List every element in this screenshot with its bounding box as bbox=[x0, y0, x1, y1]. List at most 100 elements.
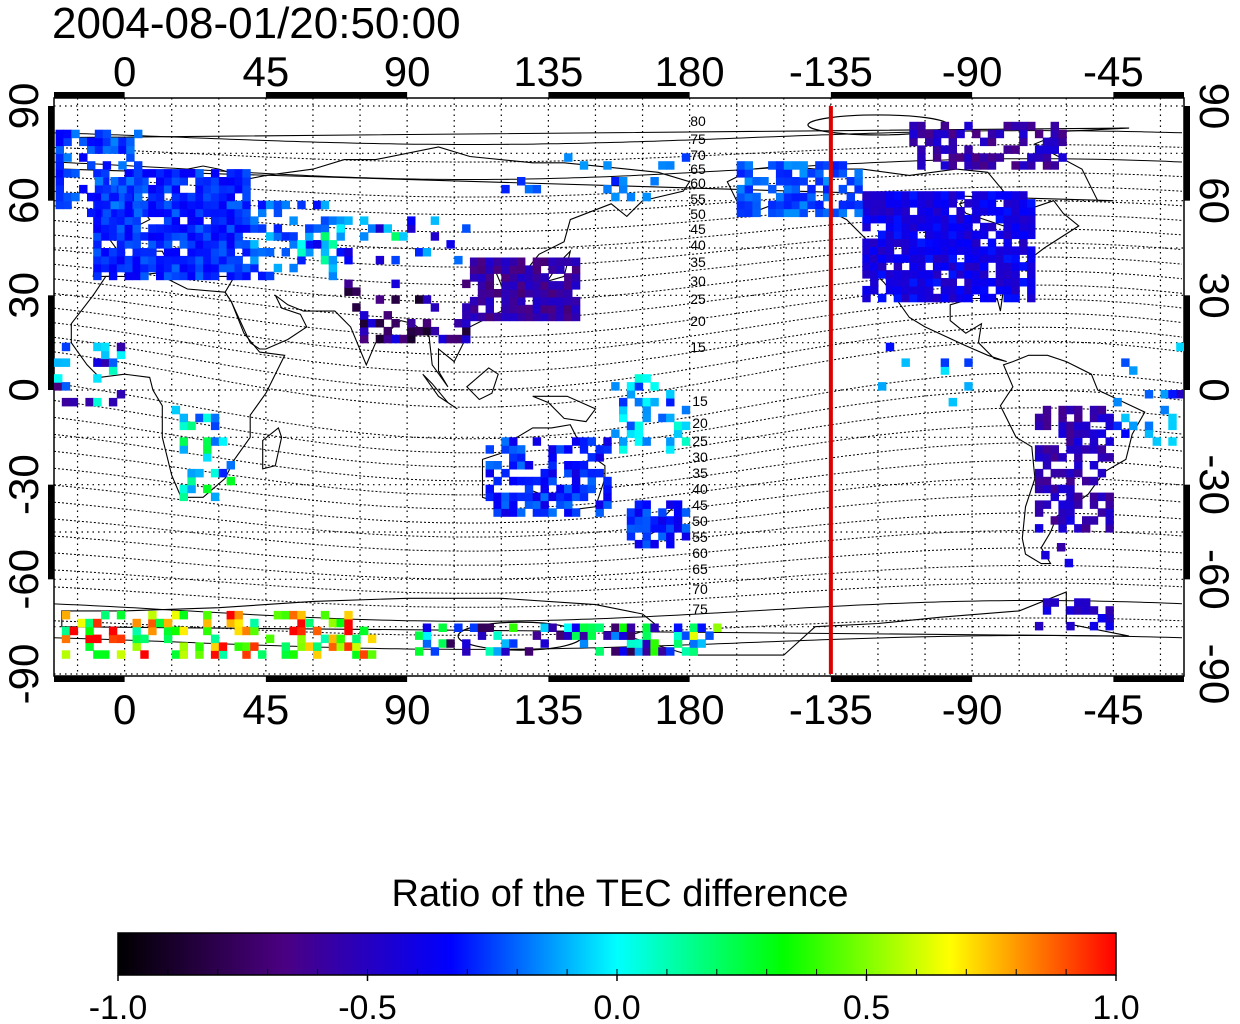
tec-cell bbox=[195, 240, 204, 249]
tec-cell bbox=[925, 214, 934, 224]
tec-cell bbox=[540, 484, 549, 494]
tec-cell bbox=[948, 214, 957, 224]
tec-cell bbox=[517, 296, 526, 306]
tec-cell bbox=[102, 200, 112, 210]
tec-cell bbox=[838, 184, 848, 194]
tec-cell bbox=[517, 476, 526, 486]
tec-cell bbox=[517, 445, 526, 454]
left-lat-tick-label: 0 bbox=[0, 378, 47, 401]
tec-cell bbox=[140, 208, 149, 218]
tec-cell bbox=[862, 285, 871, 295]
tec-cell bbox=[509, 492, 518, 502]
tec-cell bbox=[995, 207, 1005, 216]
new-guinea-outline bbox=[532, 395, 597, 423]
tec-cell bbox=[1003, 293, 1012, 303]
tec-cell bbox=[995, 278, 1005, 287]
tec-cell bbox=[140, 255, 149, 265]
right-edge-bar bbox=[1184, 484, 1190, 580]
tec-cell bbox=[705, 631, 714, 640]
contour-label: 65 bbox=[690, 161, 706, 177]
tec-cell bbox=[234, 626, 243, 636]
tec-cell bbox=[493, 631, 502, 640]
tec-cell bbox=[485, 312, 494, 322]
tec-cell bbox=[862, 293, 871, 303]
tec-cell bbox=[344, 618, 353, 628]
tec-cell bbox=[171, 169, 181, 178]
top-lon-tick-label: -90 bbox=[942, 48, 1003, 95]
tec-cell bbox=[611, 623, 620, 632]
tec-cell bbox=[1144, 390, 1154, 399]
tec-cell bbox=[360, 311, 369, 320]
tec-cell bbox=[626, 631, 636, 640]
tec-cell bbox=[964, 145, 973, 154]
tec-cell bbox=[501, 296, 510, 306]
tec-cell bbox=[870, 214, 879, 224]
tec-cell bbox=[203, 224, 212, 233]
tec-cell bbox=[195, 642, 204, 651]
tec-cell bbox=[1034, 153, 1044, 162]
tec-cell bbox=[940, 161, 950, 170]
tec-cell bbox=[909, 230, 918, 240]
tec-cell bbox=[446, 240, 455, 249]
tec-cell bbox=[210, 413, 220, 423]
tec-cell bbox=[1058, 129, 1067, 139]
tec-cell bbox=[156, 192, 165, 202]
tec-cell bbox=[134, 208, 143, 218]
tec-cell bbox=[995, 230, 1005, 240]
tec-cell bbox=[93, 342, 102, 352]
contour-label: 50 bbox=[690, 206, 706, 222]
tec-cell bbox=[187, 248, 196, 257]
tec-cell bbox=[524, 476, 534, 486]
tec-cell bbox=[187, 208, 196, 218]
tec-cell bbox=[768, 184, 777, 194]
tec-cell bbox=[901, 278, 910, 287]
contour-label: 35 bbox=[692, 465, 708, 481]
tec-cell bbox=[948, 145, 957, 154]
tec-cell bbox=[462, 279, 471, 289]
tec-cell bbox=[980, 254, 989, 263]
tec-cell bbox=[501, 647, 510, 656]
tec-cell bbox=[289, 650, 298, 659]
tec-cell bbox=[901, 254, 910, 263]
tec-cell bbox=[885, 191, 895, 200]
tec-cell bbox=[925, 199, 934, 208]
right-lat-tick-label: -30 bbox=[1191, 454, 1238, 515]
tec-cell bbox=[752, 192, 761, 202]
tec-cell bbox=[462, 303, 471, 312]
tec-cell bbox=[1003, 270, 1012, 279]
tec-cell bbox=[524, 184, 534, 194]
tec-cell bbox=[218, 437, 228, 446]
tec-cell bbox=[320, 240, 330, 249]
tec-cell bbox=[344, 248, 353, 257]
tec-cell bbox=[987, 129, 997, 139]
tec-cell bbox=[258, 224, 267, 233]
tec-cell bbox=[93, 224, 102, 233]
contour-label: 45 bbox=[692, 497, 708, 513]
tec-cell bbox=[187, 240, 196, 249]
tec-cell bbox=[1082, 421, 1091, 431]
tec-cell bbox=[948, 129, 957, 139]
tec-cell bbox=[1074, 606, 1083, 615]
tec-cell bbox=[226, 240, 235, 249]
tec-cell bbox=[932, 293, 942, 303]
tec-cell bbox=[1034, 421, 1044, 431]
tec-cell bbox=[689, 623, 698, 632]
tec-cell bbox=[501, 273, 510, 282]
tec-cell bbox=[493, 508, 502, 517]
tec-cell bbox=[367, 319, 377, 328]
tec-cell bbox=[964, 238, 973, 247]
tec-cell bbox=[901, 199, 910, 208]
tec-cell bbox=[218, 642, 228, 651]
tec-cell bbox=[108, 224, 118, 233]
tec-cell bbox=[940, 129, 950, 139]
tec-cell bbox=[1089, 405, 1099, 415]
tec-cell bbox=[210, 263, 220, 273]
tec-cell bbox=[571, 461, 581, 470]
tec-cell bbox=[93, 374, 102, 383]
tec-cell bbox=[917, 262, 926, 271]
tec-cell bbox=[179, 224, 188, 233]
tec-cell bbox=[126, 145, 135, 154]
tec-cell bbox=[1058, 429, 1067, 438]
tec-cell bbox=[980, 191, 989, 200]
tec-cell bbox=[791, 184, 800, 194]
